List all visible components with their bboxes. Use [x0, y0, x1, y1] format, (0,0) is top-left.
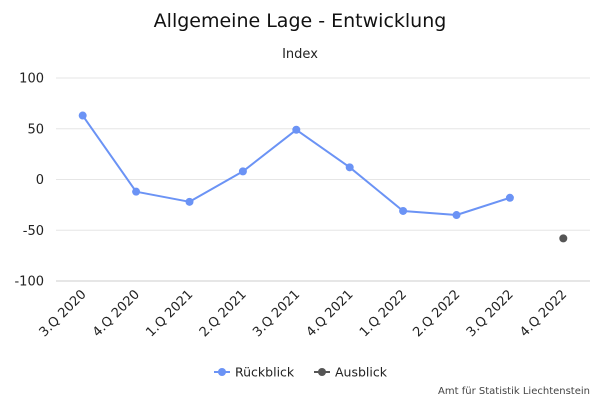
x-tick-label: 1.Q 2021: [143, 287, 196, 340]
x-tick-label: 3.Q 2022: [464, 287, 517, 340]
legend-item-label[interactable]: Rückblick: [235, 365, 295, 380]
data-point[interactable]: [132, 187, 141, 196]
y-axis: 100 50 0 -50 -100: [14, 72, 44, 290]
data-point[interactable]: [238, 167, 247, 176]
series-layer: [78, 111, 568, 243]
data-point[interactable]: [78, 111, 87, 120]
data-point[interactable]: [399, 206, 408, 215]
y-tick-label: 50: [27, 122, 44, 137]
x-tick-label: 4.Q 2020: [90, 287, 143, 340]
data-point[interactable]: [559, 234, 568, 243]
x-axis: 3.Q 2020 4.Q 2020 1.Q 2021 2.Q 2021 3.Q 2021…: [37, 287, 571, 340]
x-tick-label: 1.Q 2022: [357, 287, 410, 340]
data-point[interactable]: [452, 211, 461, 220]
legend-item-label[interactable]: Ausblick: [335, 365, 388, 380]
chart-subtitle: Index: [282, 47, 318, 62]
data-point[interactable]: [505, 193, 514, 202]
legend: Rückblick Ausblick: [214, 365, 388, 380]
data-point[interactable]: [185, 197, 194, 206]
y-tick-label: 0: [36, 173, 44, 188]
x-tick-label: 2.Q 2022: [410, 287, 463, 340]
credits-text: Amt für Statistik Liechtenstein: [438, 386, 590, 397]
x-tick-label: 4.Q 2021: [304, 287, 357, 340]
x-tick-label: 4.Q 2022: [517, 287, 570, 340]
x-tick-label: 2.Q 2021: [197, 287, 250, 340]
gridlines: [56, 77, 590, 282]
data-point[interactable]: [345, 163, 354, 172]
legend-symbol-marker: [318, 368, 326, 376]
chart-title: Allgemeine Lage - Entwicklung: [154, 10, 447, 32]
y-tick-label: -50: [23, 224, 44, 239]
x-tick-label: 3.Q 2020: [37, 287, 90, 340]
y-tick-label: -100: [14, 275, 44, 290]
y-tick-label: 100: [19, 72, 44, 87]
data-point[interactable]: [292, 125, 301, 134]
legend-symbol-marker: [218, 368, 226, 376]
x-tick-label: 3.Q 2021: [250, 287, 303, 340]
